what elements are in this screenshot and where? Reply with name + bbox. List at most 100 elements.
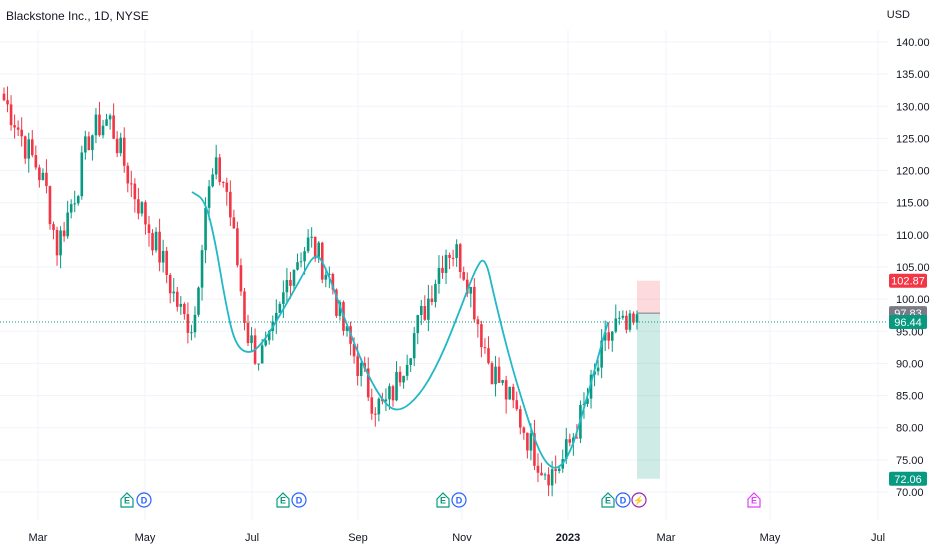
candle	[126, 162, 130, 193]
price-tick-label: 100.00	[896, 294, 930, 306]
candle	[94, 108, 98, 144]
event-letter: ⚡	[633, 495, 644, 507]
candle	[469, 286, 473, 308]
candle	[603, 320, 607, 352]
earnings-event-marker[interactable]: E	[276, 492, 290, 508]
price-tag: 102.87	[889, 273, 927, 288]
candle	[614, 304, 618, 334]
candle	[190, 324, 193, 341]
candle	[108, 113, 112, 130]
candle	[183, 302, 186, 320]
candle	[133, 178, 137, 213]
stop-loss-zone[interactable]	[637, 280, 660, 314]
price-tag: 72.06	[889, 471, 927, 486]
candle	[398, 366, 402, 387]
dividend-event-marker[interactable]: D	[451, 492, 467, 508]
price-tick-label: 80.00	[896, 423, 924, 435]
candle	[161, 239, 165, 273]
event-markers[interactable]: E D E D E D E D ⚡ E	[120, 492, 761, 508]
candle	[632, 311, 635, 326]
candle	[41, 168, 45, 181]
candle	[310, 227, 313, 248]
symbol-title[interactable]: Blackstone Inc., 1D, NYSE	[6, 9, 149, 23]
candle	[175, 286, 179, 312]
earnings-event-marker[interactable]: E	[120, 492, 134, 508]
price-tick-label: 90.00	[896, 358, 924, 370]
candle	[285, 267, 289, 303]
candle	[13, 114, 16, 139]
candle	[296, 253, 299, 271]
candle	[232, 209, 236, 229]
price-axis[interactable]: 140.00 135.00 130.00 125.00 120.00 115.00 110.…	[896, 37, 930, 499]
candle	[80, 145, 84, 200]
split-event-marker[interactable]: ⚡	[631, 492, 647, 508]
candle	[165, 247, 168, 284]
candle	[589, 369, 593, 409]
long-position-tool[interactable]	[637, 280, 660, 479]
candle	[179, 296, 183, 315]
candle	[635, 310, 639, 330]
dividend-event-marker[interactable]: D	[136, 492, 152, 508]
price-tick-label: 95.00	[896, 326, 924, 338]
candle	[331, 272, 335, 295]
dividend-event-marker[interactable]: D	[291, 492, 307, 508]
earnings-event-marker[interactable]: E	[436, 492, 450, 508]
candle	[69, 199, 73, 219]
event-letter: E	[280, 496, 286, 506]
candle	[225, 177, 229, 206]
candle	[239, 258, 243, 296]
candle	[299, 252, 303, 268]
candle	[84, 130, 87, 160]
take-profit-zone[interactable]	[637, 313, 660, 479]
time-axis[interactable]: Mar May Jul Sep Nov 2023 Mar May Jul	[29, 532, 886, 544]
candle	[172, 278, 176, 302]
price-tag: 96.44	[889, 315, 927, 330]
price-tick-label: 85.00	[896, 391, 924, 403]
candle	[536, 453, 540, 483]
candle	[522, 426, 526, 440]
candle	[412, 326, 416, 367]
event-letter: D	[456, 496, 463, 506]
candle	[508, 386, 511, 400]
candle	[437, 255, 441, 294]
price-tick-label: 120.00	[896, 166, 930, 178]
candle	[158, 218, 161, 272]
candle	[621, 310, 625, 320]
candle	[409, 357, 412, 373]
candle	[430, 285, 434, 306]
smoothed-indicator-line	[191, 191, 609, 469]
candle	[16, 120, 20, 137]
candle	[253, 328, 257, 365]
dividend-event-marker[interactable]: D	[615, 492, 631, 508]
candle	[137, 187, 140, 220]
candle	[105, 113, 108, 127]
time-tick-label: Sep	[348, 532, 368, 544]
event-letter: E	[605, 496, 611, 506]
candle	[62, 222, 66, 242]
event-letter: E	[440, 496, 446, 506]
candle	[236, 221, 239, 268]
candle	[112, 103, 115, 140]
candle	[122, 127, 126, 173]
earnings-event-marker[interactable]: E	[601, 492, 615, 508]
time-tick-label: Nov	[452, 532, 472, 544]
candle	[543, 472, 547, 480]
event-letter: E	[124, 496, 130, 506]
candle	[384, 388, 388, 412]
candle	[441, 255, 444, 279]
candle	[526, 432, 529, 459]
candle	[250, 327, 253, 353]
price-tick-label: 135.00	[896, 69, 930, 81]
candle	[349, 321, 352, 356]
earnings-event-marker[interactable]: E	[747, 492, 761, 508]
candle	[38, 164, 41, 188]
candle	[519, 405, 522, 435]
candle	[480, 320, 483, 358]
candle	[462, 266, 466, 281]
candle	[144, 200, 147, 235]
candle	[494, 356, 497, 397]
candle	[395, 361, 398, 402]
candle	[246, 314, 250, 347]
time-tick-label: Mar	[657, 532, 676, 544]
